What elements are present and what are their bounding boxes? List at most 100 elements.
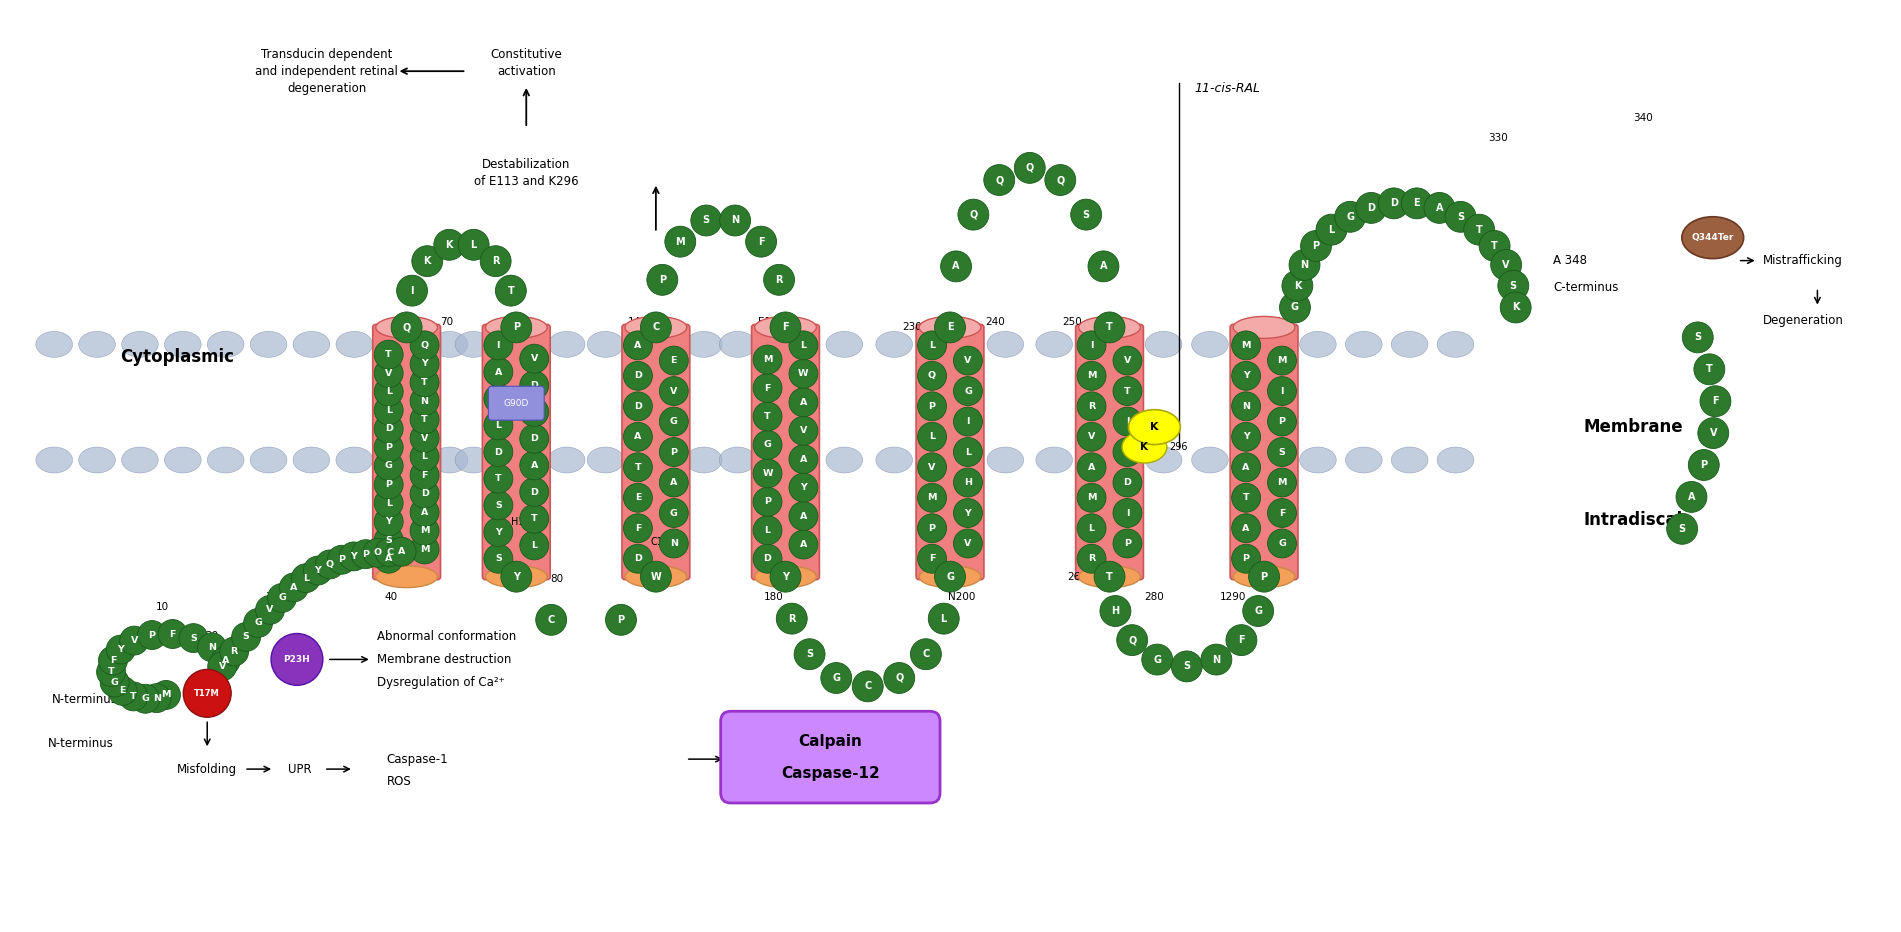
Ellipse shape xyxy=(454,332,492,357)
Ellipse shape xyxy=(1129,410,1181,445)
Circle shape xyxy=(485,491,513,520)
Text: K: K xyxy=(445,240,452,250)
Text: T: T xyxy=(508,285,515,295)
Circle shape xyxy=(1226,624,1257,655)
Text: M: M xyxy=(1241,341,1251,350)
Circle shape xyxy=(374,526,403,555)
Text: N: N xyxy=(152,693,162,703)
Text: M: M xyxy=(162,691,171,699)
Text: A: A xyxy=(530,461,538,470)
Text: L: L xyxy=(966,447,971,457)
Text: Calpain: Calpain xyxy=(798,733,863,748)
Text: V: V xyxy=(1123,356,1131,365)
Text: M: M xyxy=(928,493,937,502)
Circle shape xyxy=(152,680,181,709)
Circle shape xyxy=(911,638,941,670)
Circle shape xyxy=(1401,188,1431,219)
Text: T17M: T17M xyxy=(194,689,221,698)
Text: D: D xyxy=(635,371,643,380)
Circle shape xyxy=(745,226,776,257)
Circle shape xyxy=(753,402,781,431)
Circle shape xyxy=(363,539,392,568)
Circle shape xyxy=(411,350,439,378)
Ellipse shape xyxy=(293,447,329,473)
Circle shape xyxy=(198,633,226,662)
Circle shape xyxy=(624,331,652,360)
Text: D: D xyxy=(1367,203,1374,212)
Circle shape xyxy=(789,445,817,473)
Circle shape xyxy=(624,514,652,542)
Text: P: P xyxy=(928,402,935,411)
Text: M: M xyxy=(420,545,430,554)
Circle shape xyxy=(1232,544,1260,573)
Text: W: W xyxy=(798,369,808,378)
Circle shape xyxy=(1688,449,1719,481)
Ellipse shape xyxy=(625,317,686,338)
Circle shape xyxy=(1143,644,1173,675)
Text: 250: 250 xyxy=(1063,318,1082,327)
Text: V: V xyxy=(671,387,677,395)
Text: I: I xyxy=(1125,417,1129,426)
Circle shape xyxy=(221,637,249,666)
Ellipse shape xyxy=(1122,432,1167,463)
Text: G: G xyxy=(964,387,971,395)
Text: E: E xyxy=(635,493,641,502)
Text: S: S xyxy=(703,215,709,226)
Text: D: D xyxy=(635,555,643,563)
Circle shape xyxy=(374,340,403,369)
Text: L: L xyxy=(386,405,392,415)
Circle shape xyxy=(1268,499,1296,528)
Text: L: L xyxy=(941,613,947,624)
Text: V: V xyxy=(964,356,971,365)
Circle shape xyxy=(211,647,240,676)
Text: T: T xyxy=(635,463,641,472)
Text: F: F xyxy=(1238,635,1245,645)
Ellipse shape xyxy=(1144,447,1182,473)
Circle shape xyxy=(433,229,464,260)
Text: V: V xyxy=(1709,428,1717,438)
Text: Q: Q xyxy=(1027,163,1034,173)
Text: 320: 320 xyxy=(1403,203,1424,212)
Circle shape xyxy=(255,596,285,624)
Ellipse shape xyxy=(1036,332,1072,357)
Ellipse shape xyxy=(1300,332,1336,357)
Text: S: S xyxy=(190,634,198,642)
Circle shape xyxy=(1046,165,1076,196)
Text: L: L xyxy=(386,387,392,396)
Ellipse shape xyxy=(825,447,863,473)
Text: T: T xyxy=(422,378,428,387)
Circle shape xyxy=(789,473,817,502)
Text: P: P xyxy=(386,480,392,489)
Text: K: K xyxy=(1150,422,1158,432)
Circle shape xyxy=(660,529,688,558)
Text: P: P xyxy=(513,322,519,333)
Circle shape xyxy=(789,501,817,530)
Text: Q: Q xyxy=(895,673,903,683)
Circle shape xyxy=(519,531,549,560)
FancyBboxPatch shape xyxy=(373,324,441,580)
Text: Y: Y xyxy=(1243,432,1249,441)
Circle shape xyxy=(1694,354,1724,385)
Text: F: F xyxy=(635,524,641,533)
Text: A: A xyxy=(291,582,298,592)
Text: Cytoplasmic: Cytoplasmic xyxy=(120,349,234,366)
Text: A: A xyxy=(800,540,808,549)
Circle shape xyxy=(536,604,566,636)
Circle shape xyxy=(1232,484,1260,513)
Text: T: T xyxy=(1106,571,1112,582)
Text: P: P xyxy=(338,555,346,564)
Circle shape xyxy=(519,477,549,506)
Circle shape xyxy=(388,537,416,567)
Text: 330: 330 xyxy=(1488,133,1507,143)
Circle shape xyxy=(99,646,127,675)
Circle shape xyxy=(1015,153,1046,184)
Text: L: L xyxy=(800,341,806,350)
Text: Q: Q xyxy=(1127,635,1137,645)
Text: P: P xyxy=(1243,555,1249,563)
Circle shape xyxy=(1315,214,1348,245)
Text: 30: 30 xyxy=(266,592,279,602)
Text: I: I xyxy=(1125,509,1129,517)
Text: C: C xyxy=(386,548,394,556)
Text: A: A xyxy=(1435,203,1443,212)
Circle shape xyxy=(1699,386,1732,417)
